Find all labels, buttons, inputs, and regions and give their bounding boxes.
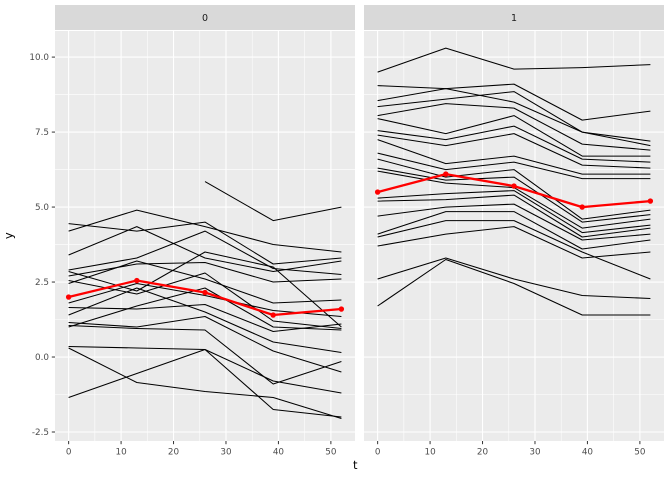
subject-line [377, 47, 651, 73]
subject-line [68, 230, 342, 276]
subject-line [68, 287, 342, 331]
mean-point [579, 204, 585, 210]
x-tick-label: 10 [424, 448, 436, 458]
subject-line [377, 83, 651, 121]
y-tick-label: 10.0 [29, 53, 49, 63]
x-tick-label: 10 [115, 448, 127, 458]
mean-point [202, 289, 208, 296]
subject-line [377, 152, 651, 180]
y-tick-label: 2.5 [35, 278, 49, 288]
subject-line [377, 103, 651, 151]
subject-line [377, 226, 651, 259]
x-tick-label: 50 [634, 448, 646, 458]
subject-line [377, 125, 651, 163]
mean-point [647, 198, 654, 204]
x-tick-label: 0 [66, 448, 72, 458]
subject-line [377, 211, 651, 250]
subject-line [377, 115, 651, 157]
mean-point [511, 183, 517, 189]
subject-line [377, 203, 651, 241]
subject-line [377, 158, 651, 220]
x-tick-label: 40 [582, 448, 594, 458]
x-axis-title: t [353, 458, 358, 472]
mean-point [374, 189, 381, 195]
mean-point [134, 277, 140, 284]
x-tick-label: 30 [529, 448, 541, 458]
subject-line [377, 167, 651, 223]
x-tick-label: 20 [477, 448, 489, 458]
mean-point [443, 171, 449, 177]
subject-line [68, 209, 342, 253]
x-tick-label: 0 [375, 448, 381, 458]
subject-line [68, 315, 342, 373]
subject-line [68, 226, 342, 273]
subject-line [377, 91, 651, 147]
x-tick-label: 40 [273, 448, 285, 458]
subject-line [377, 194, 651, 238]
subject-line [377, 139, 651, 175]
y-tick-label: 7.5 [35, 128, 49, 138]
y-tick-label: 5.0 [35, 203, 49, 213]
subject-line [68, 251, 342, 328]
y-tick-label: -2.5 [32, 428, 49, 438]
subject-line [68, 347, 342, 420]
subject-line [68, 324, 342, 385]
panel-background [55, 31, 355, 441]
subject-line [68, 287, 342, 354]
subject-line [377, 258, 651, 316]
mean-point [65, 294, 72, 300]
x-tick-label: 20 [168, 448, 180, 458]
x-tick-label: 30 [220, 448, 232, 458]
subject-line [204, 181, 342, 222]
facet-strip-label: 0 [202, 13, 208, 24]
subject-line [68, 303, 342, 333]
panel-background [364, 31, 664, 441]
y-tick-label: 0.0 [35, 353, 49, 363]
subject-line [377, 220, 651, 280]
y-axis-title: y [1, 232, 16, 240]
x-tick-label: 50 [325, 448, 337, 458]
subject-line [68, 348, 342, 418]
subject-line [377, 190, 651, 234]
subject-line [68, 221, 342, 265]
subject-line [377, 133, 651, 169]
facet-strip-0 [55, 5, 355, 30]
facet-strip-label: 1 [511, 13, 517, 24]
subject-line [68, 260, 342, 304]
mean-point [338, 306, 345, 312]
subject-line [377, 257, 651, 300]
facet-strip-1 [364, 5, 664, 30]
subject-line [377, 88, 651, 142]
mean-point [270, 312, 276, 318]
